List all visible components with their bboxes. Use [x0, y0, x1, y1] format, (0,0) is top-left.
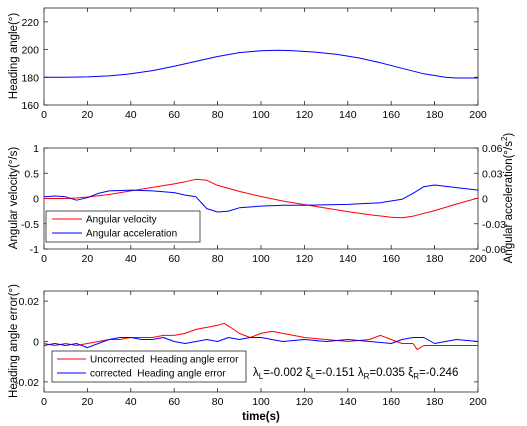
ylabel-angular-velocity: Angular velocity(°/s) [8, 147, 20, 250]
y-tick-label: 180 [21, 72, 39, 84]
annotation-lambda-xi: λL=-0.002 ξL=-0.151 λR=0.035 ξR=-0.246 [253, 367, 458, 381]
y2label-main: Angular acceleration(°/s [503, 141, 515, 263]
x-tick-label: 160 [382, 396, 400, 408]
y-tick-label: 220 [21, 17, 39, 29]
x-tick-label: 0 [41, 396, 47, 408]
x-tick-label: 80 [212, 253, 224, 265]
ylabel-heading-angle: Heading angle(°) [8, 13, 20, 100]
x-tick-label: 20 [82, 396, 94, 408]
x-tick-label: 0 [41, 109, 47, 121]
legend-error: Uncorrected Heading angle error correcte… [51, 350, 247, 383]
x-tick-label: 180 [426, 109, 444, 121]
x-tick-label: 200 [469, 253, 487, 265]
y-tick-label: -1 [30, 244, 39, 256]
x-tick-label: 60 [168, 109, 180, 121]
x-tick-label: 120 [296, 109, 314, 121]
series-line-angular-acceleration [43, 184, 479, 213]
series-line-heading-angle [44, 49, 478, 79]
y2-tick-label: -0.06 [482, 244, 506, 256]
x-tick-label: 40 [125, 253, 137, 265]
x-tick-label: 0 [41, 253, 47, 265]
x-tick-label: 180 [426, 396, 444, 408]
x-tick-label: 200 [469, 109, 487, 121]
legend-label-acceleration: Angular acceleration [86, 229, 177, 240]
legend-label-uncorrected: Uncorrected Heading angle error [90, 355, 239, 366]
x-tick-label: 80 [212, 396, 224, 408]
series-line-corrected-heading-angle-error [43, 337, 479, 349]
legend-angular: Angular velocity Angular acceleration [45, 210, 201, 243]
legend-label-velocity: Angular velocity [86, 215, 157, 226]
y2-tick-label: -0.03 [482, 219, 506, 231]
x-tick-label: 60 [168, 396, 180, 408]
x-tick-label: 100 [252, 396, 270, 408]
y-tick-label: -0.02 [15, 377, 39, 389]
x-tick-label: 120 [296, 396, 314, 408]
y-tick-label: -0.5 [21, 219, 39, 231]
ylabel-heading-error: Heading angle error(°) [8, 284, 20, 398]
xlabel-time: time(s) [242, 411, 280, 423]
x-tick-label: 60 [168, 253, 180, 265]
x-tick-label: 140 [339, 253, 357, 265]
x-tick-label: 40 [125, 396, 137, 408]
x-tick-label: 20 [82, 253, 94, 265]
y2label-end: ) [503, 133, 515, 137]
x-tick-label: 140 [339, 396, 357, 408]
x-tick-label: 80 [212, 109, 224, 121]
series-line-angular-velocity [44, 178, 479, 219]
x-tick-label: 160 [382, 253, 400, 265]
panel-heading-angle: 0 20 40 60 80 100 120 140 160 180 200 160 180 200 220… [8, 7, 487, 121]
panel-angular: 0 20 40 60 80 100 120 140 160 180 200 -1-0.500.51 … [8, 133, 515, 265]
plot-frame-1 [43, 7, 479, 106]
y-tick-label: 0.02 [19, 296, 40, 308]
x-tick-label: 160 [382, 109, 400, 121]
x-tick-label: 40 [125, 109, 137, 121]
x-tick-label: 100 [252, 253, 270, 265]
y2-tick-label: 0.03 [482, 168, 503, 180]
y2-tick-label: 0.06 [482, 143, 503, 155]
x-tick-label: 120 [296, 253, 314, 265]
y-tick-label: 1 [33, 143, 39, 155]
x-tick-label: 140 [339, 109, 357, 121]
y-tick-label: 200 [21, 45, 39, 57]
x-tick-label: 20 [82, 109, 94, 121]
y-tick-label: 0 [33, 337, 39, 349]
x-tick-label: 180 [426, 253, 444, 265]
legend-label-corrected: corrected Heading angle error [90, 369, 226, 380]
y-tick-label: 0 [33, 194, 39, 206]
series-line-uncorrected-heading-angle-error [43, 322, 478, 351]
y-tick-label: 160 [21, 100, 39, 112]
y2label-superscript: 2 [500, 136, 509, 141]
x-tick-label: 100 [252, 109, 270, 121]
y2-tick-label: 0 [482, 194, 488, 206]
y-tick-label: 0.5 [24, 168, 39, 180]
y2label-angular-acceleration: Angular acceleration(°/s2) [500, 133, 515, 264]
x-tick-label: 200 [469, 396, 487, 408]
